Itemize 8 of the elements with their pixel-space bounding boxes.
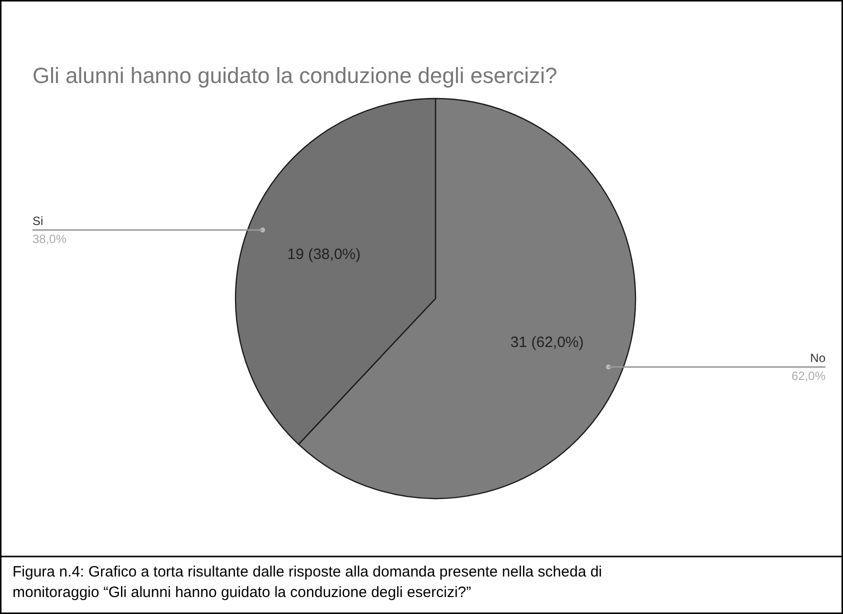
- text: Figura n.4: Grafico a torta risultante dalle risposte alla domanda presente nella scheda di monitoraggio “Gli alunni hanno guidato la conduzione degli esercizi?”: [12, 564, 602, 601]
- data-label: 31 (62,0%): [510, 334, 584, 352]
- text: 62,0%: [791, 368, 826, 383]
- slice-label: Si: [32, 214, 44, 228]
- chart-title: Gli alunni hanno guidato la conduzione degli esercizi?: [32, 63, 558, 88]
- slice-label: No: [810, 350, 826, 365]
- text: 38,0%: [32, 232, 67, 246]
- data-label: 19 (38,0%): [287, 246, 361, 263]
